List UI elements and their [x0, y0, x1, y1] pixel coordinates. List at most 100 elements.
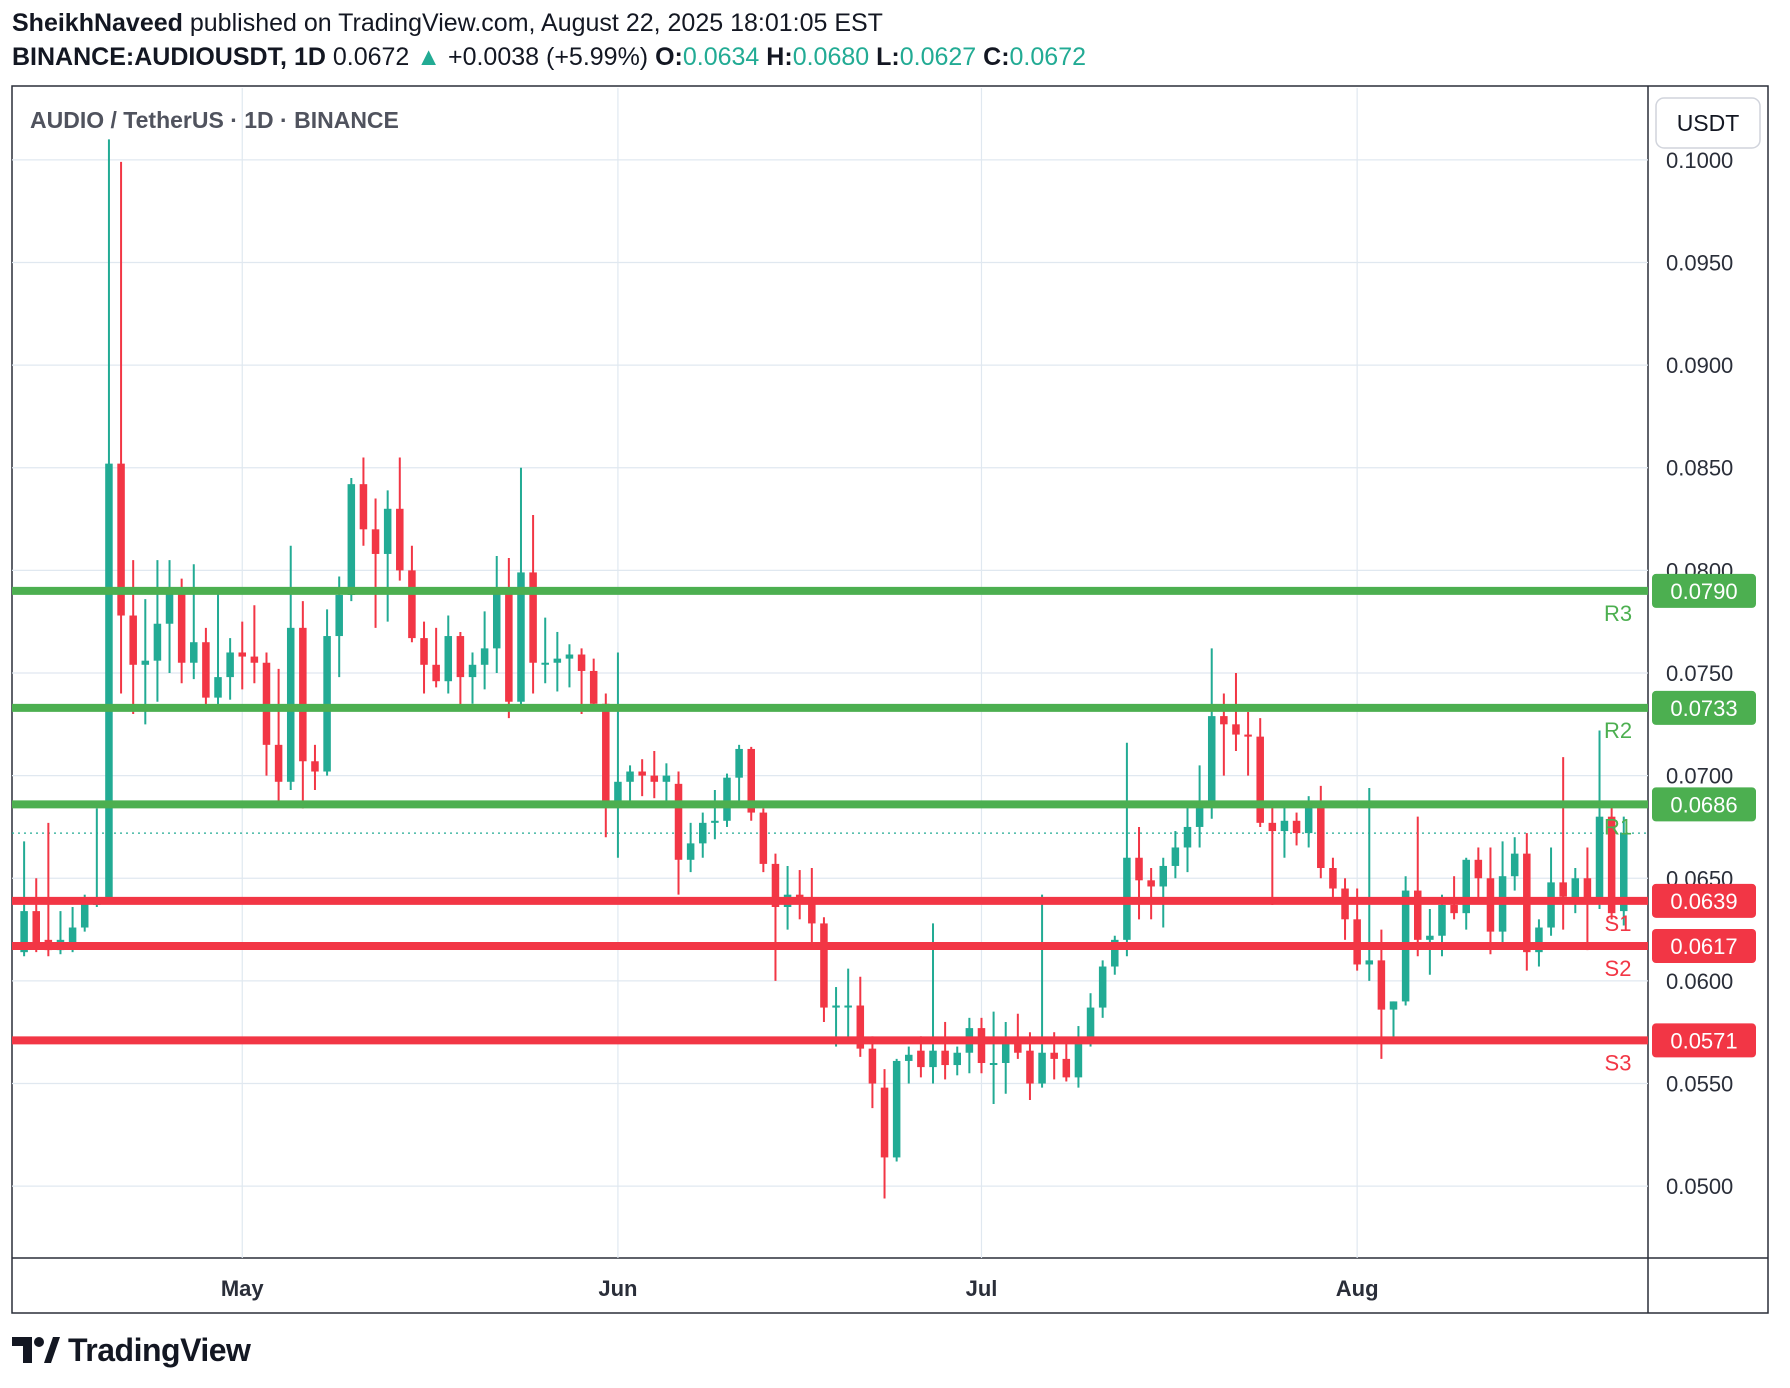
author-name[interactable]: SheikhNaveed [12, 9, 183, 37]
candle-body [371, 529, 380, 554]
candle-body [1450, 904, 1458, 914]
candle-body [1159, 865, 1168, 887]
candle-body [250, 656, 259, 663]
y-tick-label: 0.0700 [1666, 764, 1733, 789]
candle-body [1426, 935, 1434, 940]
level-price-label: 0.0790 [1670, 579, 1737, 604]
candle-body [892, 1060, 901, 1158]
ohlc-line: BINANCE:AUDIOUSDT, 1D 0.0672 ▲ +0.0038 (… [12, 40, 1772, 74]
candle-body [396, 508, 404, 571]
candle-body [686, 843, 695, 860]
candle-body [1062, 1058, 1071, 1078]
candle-body [1365, 960, 1374, 965]
candle-body [723, 777, 731, 821]
candle-body [1559, 882, 1567, 897]
candle-body [335, 595, 343, 637]
low-value: 0.0627 [899, 43, 977, 71]
candle-body [1317, 804, 1325, 868]
y-tick-label: 0.1000 [1666, 148, 1733, 173]
candle-body [492, 590, 501, 649]
candle-body [953, 1052, 962, 1066]
candle-body [1244, 734, 1252, 737]
candle-body [1535, 927, 1543, 953]
level-name-label: S1 [1605, 911, 1632, 936]
candle-body [577, 654, 586, 671]
candle-body [759, 812, 768, 864]
tradingview-logo-icon [12, 1337, 60, 1363]
close-label: C: [983, 43, 1010, 71]
tradingview-logo[interactable]: TradingView [12, 1328, 251, 1372]
candle-body [299, 627, 307, 762]
candle-body [420, 638, 428, 665]
close-value: 0.0672 [1009, 43, 1086, 71]
high-label: H: [766, 43, 793, 71]
candle-body [602, 703, 610, 807]
candle-body [1304, 804, 1313, 834]
candle-body [517, 572, 525, 702]
candle-body [383, 508, 392, 554]
candle-body [444, 636, 453, 682]
candle-body [1486, 878, 1495, 932]
candle-body [153, 623, 162, 661]
candle-body [1256, 736, 1264, 823]
candle-body [141, 660, 150, 665]
candle-body [856, 1005, 865, 1049]
candle-body [1620, 833, 1628, 912]
candle-body [1462, 859, 1470, 914]
level-price-label: 0.0571 [1670, 1028, 1737, 1053]
price-chart[interactable]: 0.10000.09500.09000.08500.08000.07500.07… [0, 0, 1790, 1320]
chart-title: AUDIO / TetherUS · 1D · BINANCE [30, 107, 399, 133]
y-tick-label: 0.0550 [1666, 1072, 1733, 1097]
currency-label: USDT [1677, 110, 1740, 136]
candle-body [177, 590, 186, 663]
publish-line: SheikhNaveed published on TradingView.co… [12, 6, 1772, 40]
candle-body [262, 662, 271, 745]
candle-body [808, 902, 816, 924]
candle-body [1268, 822, 1277, 832]
level-price-label: 0.0617 [1670, 934, 1737, 959]
candle-body [32, 911, 40, 944]
y-tick-label: 0.0950 [1666, 250, 1733, 275]
tradingview-wordmark: TradingView [68, 1331, 251, 1368]
candle-body [771, 863, 780, 907]
open-label: O: [655, 43, 683, 71]
candle-body [1074, 1042, 1083, 1078]
level-name-label: S3 [1605, 1050, 1632, 1075]
candle-body [662, 775, 671, 782]
chart-header: SheikhNaveed published on TradingView.co… [12, 6, 1772, 74]
candle-body [165, 590, 174, 624]
candle-body [820, 923, 828, 1008]
candle-body [1353, 919, 1361, 965]
candle-body [1183, 826, 1192, 848]
candle-body [1014, 1040, 1022, 1053]
candle-body [1171, 847, 1180, 866]
low-label: L: [876, 43, 900, 71]
candle-body [1607, 816, 1616, 914]
candle-body [747, 748, 755, 813]
candle-body [711, 820, 719, 823]
candle-body [844, 1005, 852, 1008]
candle-body [359, 484, 368, 530]
level-name-label: S2 [1605, 956, 1632, 981]
candle-body [1086, 1007, 1095, 1043]
candle-body [565, 654, 574, 659]
candle-body [929, 1050, 937, 1068]
level-name-label: R1 [1604, 814, 1632, 839]
candle-body [117, 463, 125, 616]
candle-body [917, 1050, 925, 1068]
candle-body [226, 652, 234, 678]
candle-body [553, 658, 562, 663]
y-tick-label: 0.0750 [1666, 661, 1733, 686]
level-price-tag-s3 [1652, 1023, 1756, 1058]
symbol-label: BINANCE:AUDIOUSDT, 1D [12, 43, 326, 71]
candle-body [1098, 966, 1107, 1008]
candle-body [614, 781, 622, 807]
candle-body [1571, 878, 1580, 899]
y-tick-label: 0.0850 [1666, 456, 1733, 481]
level-name-label: R3 [1604, 601, 1632, 626]
candle-body [880, 1087, 889, 1158]
candle-body [1147, 880, 1155, 887]
level-price-tag-r1 [1652, 787, 1756, 822]
candle-body [1050, 1052, 1058, 1059]
candle-body [832, 1005, 840, 1008]
